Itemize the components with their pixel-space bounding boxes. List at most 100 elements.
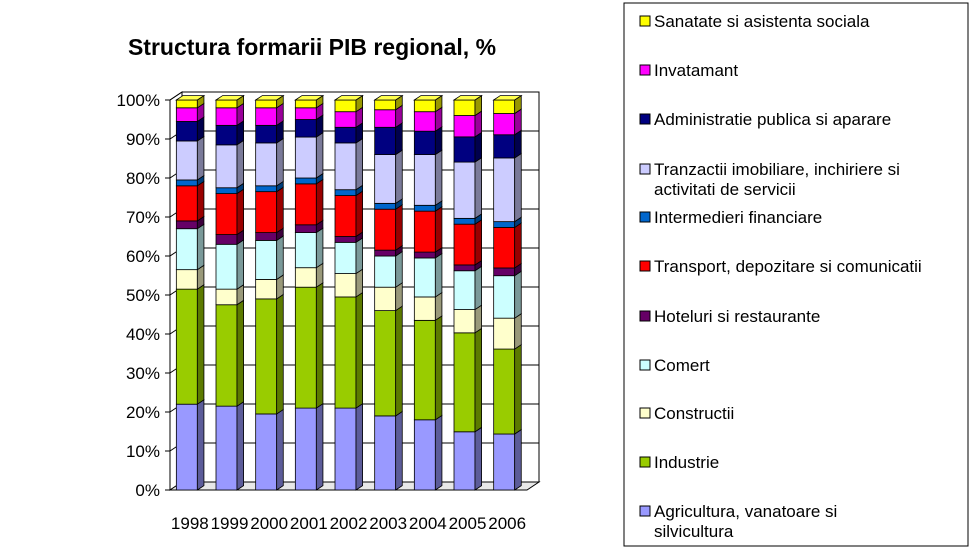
x-tick-label: 1998 <box>171 514 209 533</box>
bar-2000-transport-side <box>276 186 284 234</box>
legend-item: Tranzactii imobiliare, inchiriere si acti… <box>639 160 900 199</box>
legend-swatch <box>639 163 651 175</box>
bar-2001-sanatate <box>294 99 317 109</box>
bar-2006-hoteluri <box>493 267 516 277</box>
bar-2006-comert-side <box>514 270 522 319</box>
y-tick-label: 40% <box>126 325 160 344</box>
bar-2006-agricultura <box>493 433 516 491</box>
bar-2006-agricultura-side <box>514 428 522 491</box>
bar-2003-industrie-side <box>395 305 403 417</box>
bar-2001-hoteluri <box>294 224 317 234</box>
bar-2006-tranzactii <box>493 157 516 223</box>
legend-swatch <box>639 359 651 371</box>
bar-stack-1998 <box>175 94 206 491</box>
bar-2001-agricultura-side <box>315 402 324 491</box>
bar-1998-agricultura-side <box>196 399 205 491</box>
bar-2005-intermedieri <box>453 217 476 225</box>
bar-2000-agricultura <box>255 413 278 491</box>
bar-2005-administratie <box>453 136 476 163</box>
bar-2000-transport <box>255 191 278 233</box>
legend-item: Sanatate si asistenta sociala <box>639 12 870 31</box>
legend-swatch <box>639 64 651 76</box>
bar-2000-agricultura-side <box>276 408 284 491</box>
bar-2000-sanatate <box>255 99 278 109</box>
bar-2000-sanatate-top <box>254 95 285 101</box>
legend-label: Comert <box>654 356 710 375</box>
bar-2006-invatamant <box>493 113 516 136</box>
bar-2006-transport <box>493 227 516 269</box>
bar-2001-industrie <box>294 286 317 409</box>
legend-swatch <box>639 113 651 125</box>
legend-label: Transport, depozitare si comunicatii <box>654 257 922 276</box>
bar-1998-agricultura <box>175 403 198 491</box>
bar-2005-hoteluri <box>453 264 476 272</box>
legend-item: Invatamant <box>639 61 738 80</box>
bar-2005-invatamant <box>453 115 476 138</box>
bar-2000-industrie-side <box>276 293 284 415</box>
bar-2005-sanatate <box>453 99 476 116</box>
bar-2002-tranzactii <box>334 142 357 191</box>
bar-2001-comert-side <box>315 227 324 269</box>
bar-2002-invatamant <box>334 111 357 128</box>
bar-2006-tranzactii-side <box>514 152 522 223</box>
legend-item: Constructii <box>639 404 734 423</box>
bar-2005-constructii <box>453 309 476 334</box>
bar-1999-intermedieri <box>215 187 238 194</box>
bar-2003-comert-side <box>395 250 403 288</box>
bar-2000-tranzactii <box>255 142 278 187</box>
y-tick-label: 70% <box>126 208 160 227</box>
y-tick-label: 60% <box>126 247 160 266</box>
bar-1998-sanatate <box>175 99 198 109</box>
bar-1998-transport-side <box>196 180 205 222</box>
bar-2003-constructii <box>374 286 397 312</box>
y-tick-label: 30% <box>126 364 160 383</box>
bar-1998-transport <box>175 185 198 222</box>
bar-2000-invatamant <box>255 107 278 126</box>
bar-2006-sanatate-top <box>492 95 523 101</box>
bar-2004-administratie <box>413 130 436 155</box>
bar-1999-agricultura-side <box>236 401 245 491</box>
bar-2004-industrie-side <box>434 315 443 421</box>
bar-2004-industrie <box>413 319 436 421</box>
x-tick-label: 2006 <box>488 514 526 533</box>
y-tick-label: 10% <box>126 442 160 461</box>
bar-2002-transport <box>334 195 357 237</box>
legend-label: Constructii <box>654 404 734 423</box>
bar-2000-industrie <box>255 298 278 415</box>
bar-1999-transport <box>215 193 238 235</box>
bar-1999-constructii <box>215 288 238 306</box>
bar-stack-2000 <box>254 94 285 491</box>
bar-2004-sanatate <box>413 99 436 113</box>
legend-item: Agricultura, vanatoare si silvicultura <box>639 502 837 541</box>
legend-swatch <box>639 15 651 27</box>
bar-2003-comert <box>374 255 397 288</box>
bar-1998-hoteluri <box>175 220 198 230</box>
legend-label: Sanatate si asistenta sociala <box>654 12 870 31</box>
bar-2002-sanatate-top <box>333 95 364 101</box>
gridline-side <box>169 91 183 101</box>
bar-2001-tranzactii-side <box>315 131 324 179</box>
legend-label: Invatamant <box>654 61 738 80</box>
bar-2004-constructii <box>413 296 436 321</box>
bar-2005-administratie-side <box>474 131 483 163</box>
legend-item: Intermedieri financiare <box>639 208 822 227</box>
bar-2002-comert-side <box>355 237 364 275</box>
legend: Sanatate si asistenta sociala Invatamant A… <box>623 2 969 547</box>
bar-1998-comert-side <box>196 223 205 271</box>
legend-swatch <box>639 211 651 223</box>
legend-item: Industrie <box>639 453 719 472</box>
bar-2001-invatamant <box>294 107 317 120</box>
bar-1999-agricultura <box>215 405 238 491</box>
bar-stack-1999 <box>214 94 245 491</box>
bar-2003-agricultura-side <box>395 410 403 491</box>
legend-label: Tranzactii imobiliare, inchiriere si acti… <box>654 160 900 199</box>
bar-1999-comert-side <box>236 239 245 290</box>
bar-stack-2002 <box>333 94 364 491</box>
bar-1999-industrie <box>215 304 238 407</box>
bar-2000-comert-side <box>276 235 284 281</box>
legend-swatch <box>639 407 651 419</box>
x-tick-label: 1999 <box>211 514 249 533</box>
x-tick-label: 2004 <box>409 514 447 533</box>
bar-2004-transport-side <box>434 206 443 253</box>
